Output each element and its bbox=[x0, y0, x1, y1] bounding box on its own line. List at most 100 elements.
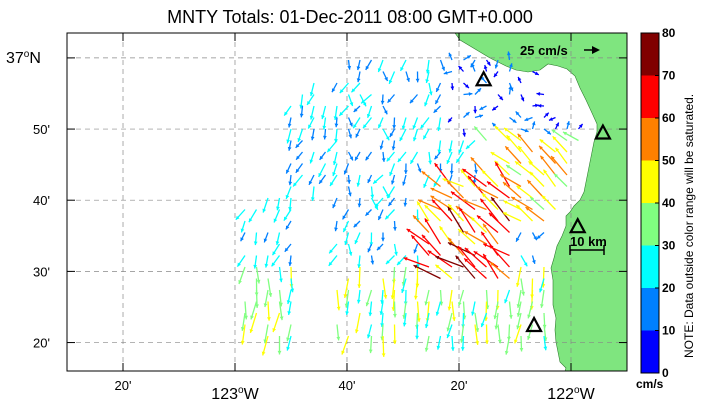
current-vector-head bbox=[493, 73, 498, 78]
current-vector-head bbox=[387, 194, 391, 199]
current-vector bbox=[435, 255, 464, 268]
current-vector-head bbox=[296, 155, 300, 160]
current-vector-head bbox=[253, 241, 258, 246]
current-vector-head bbox=[539, 145, 543, 150]
current-vector-head bbox=[392, 125, 397, 129]
current-vector-head bbox=[464, 258, 469, 263]
current-vector-head bbox=[351, 88, 356, 93]
current-vector bbox=[552, 135, 568, 153]
colorbar-segment-3 bbox=[641, 203, 659, 246]
lat-label-0: 37oN bbox=[6, 49, 41, 67]
current-vector-head bbox=[288, 181, 293, 186]
current-vector-head bbox=[368, 312, 373, 317]
current-vector bbox=[447, 203, 464, 222]
current-vector-head bbox=[402, 181, 406, 186]
current-vector-head bbox=[421, 171, 426, 175]
current-vector-head bbox=[436, 87, 440, 92]
current-vector bbox=[421, 170, 441, 188]
colorbar-segment-6 bbox=[641, 75, 659, 118]
current-vector-head bbox=[413, 215, 417, 220]
colorbar-segment-7 bbox=[641, 33, 659, 76]
current-vector-head bbox=[448, 148, 453, 153]
current-vector-head bbox=[541, 195, 546, 200]
current-vector-head bbox=[380, 100, 385, 105]
current-vector-head bbox=[467, 175, 472, 180]
current-vector-head bbox=[264, 263, 269, 268]
current-vector-head bbox=[331, 88, 336, 93]
current-vector-head bbox=[240, 340, 245, 345]
current-vector-head bbox=[525, 207, 530, 211]
current-vector-head bbox=[412, 125, 417, 130]
current-vector-head bbox=[388, 202, 393, 206]
colorbar: 0 10 20 30 40 50 60 70 80 bbox=[640, 26, 676, 380]
current-vector-head bbox=[307, 100, 311, 105]
current-vector bbox=[502, 181, 522, 199]
current-vector bbox=[457, 245, 476, 268]
current-vector-head bbox=[425, 69, 430, 74]
current-vector-head bbox=[250, 315, 254, 320]
current-vector-head bbox=[255, 304, 259, 308]
current-vector-head bbox=[518, 146, 523, 150]
current-vector-head bbox=[479, 106, 484, 110]
current-vector-head bbox=[420, 124, 425, 129]
current-vector-head bbox=[389, 171, 393, 176]
current-vector bbox=[442, 178, 464, 188]
current-vector-head bbox=[318, 172, 322, 177]
current-vector-head bbox=[489, 244, 494, 249]
current-vector-head bbox=[544, 112, 549, 117]
current-vector-head bbox=[447, 306, 452, 311]
current-vector-head bbox=[450, 86, 455, 91]
current-vector-head bbox=[401, 125, 406, 130]
current-vector-head bbox=[508, 314, 513, 319]
current-vector-head bbox=[290, 288, 295, 293]
current-vector bbox=[421, 234, 441, 256]
colorbar-unit: cm/s bbox=[636, 377, 664, 391]
current-vector-head bbox=[363, 124, 367, 129]
current-vector-head bbox=[530, 197, 535, 201]
current-vectors bbox=[235, 51, 584, 357]
current-vector-head bbox=[284, 111, 288, 116]
current-vector-head bbox=[540, 304, 544, 308]
current-vector-head bbox=[343, 294, 348, 298]
current-vector-head bbox=[295, 168, 300, 173]
current-vector-head bbox=[476, 186, 481, 191]
current-vector-head bbox=[458, 246, 462, 251]
colorbar-tick-label-8: 80 bbox=[662, 26, 676, 40]
colorbar-segment-2 bbox=[641, 245, 659, 288]
colorbar-tick-label-2: 20 bbox=[662, 281, 676, 295]
current-vector bbox=[463, 230, 487, 245]
current-vector-head bbox=[299, 113, 304, 118]
colorbar-segment-5 bbox=[641, 118, 659, 161]
current-vector bbox=[431, 199, 453, 222]
current-vector-head bbox=[348, 192, 352, 197]
current-vector-head bbox=[529, 171, 534, 176]
current-vector-head bbox=[492, 122, 497, 127]
current-vector-head bbox=[503, 182, 507, 186]
colorbar-tick-label-3: 30 bbox=[662, 239, 676, 253]
current-vector-head bbox=[552, 136, 557, 141]
current-vector-head bbox=[273, 218, 278, 223]
current-vector bbox=[463, 257, 487, 279]
current-vector-head bbox=[330, 182, 334, 186]
current-vector-head bbox=[468, 92, 473, 96]
current-vector-head bbox=[321, 115, 325, 120]
colorbar-note: NOTE: Data outside color range will be s… bbox=[682, 94, 696, 358]
current-vector-head bbox=[381, 158, 386, 162]
current-vector-head bbox=[517, 76, 522, 81]
current-vector-head bbox=[446, 327, 451, 332]
current-vector-head bbox=[348, 251, 353, 256]
current-vector-head bbox=[531, 121, 536, 126]
current-vector-head bbox=[349, 102, 354, 107]
current-vector-head bbox=[477, 88, 482, 93]
current-vector bbox=[457, 228, 476, 245]
current-vector-head bbox=[486, 61, 491, 66]
current-vector bbox=[489, 261, 510, 279]
station-marker-3 bbox=[568, 216, 587, 234]
current-vector-head bbox=[397, 158, 402, 162]
current-vector-head bbox=[322, 135, 327, 140]
current-vector-head bbox=[490, 152, 495, 156]
current-vector-head bbox=[566, 121, 571, 126]
current-vector-head bbox=[516, 185, 521, 190]
current-vector-head bbox=[534, 71, 539, 75]
lon-label-4: 122oW bbox=[547, 385, 595, 403]
